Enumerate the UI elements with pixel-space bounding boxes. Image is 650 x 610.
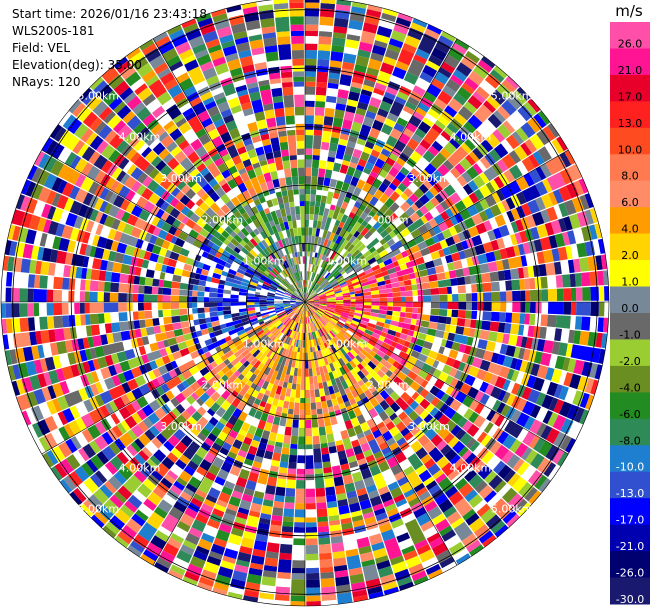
colorbar-tick-label: -21.0 [616, 540, 644, 553]
colorbar-tick-label: 6.0 [621, 196, 639, 209]
range-ring-label: 3.00km [160, 420, 202, 433]
range-ring-label: 1.00km [243, 255, 285, 268]
velocity-gates [2, 24, 610, 600]
colorbar-box [610, 445, 650, 473]
colorbar-tick-labels: 26.0 21.0 17.0 13.0 10.0 8.0 6.0 4.0 2.0 1.0 0.0 -1… [616, 38, 644, 607]
colorbar-tick-label: 10.0 [618, 143, 643, 156]
velocity-gates [6, 2, 598, 606]
range-ring-label: 5.00km [491, 89, 533, 102]
range-ring-label: 3.00km [408, 172, 450, 185]
range-ring-labels: 1.00km 1.00km 1.00km 1.00km 2.00km 2.00km 2.00… [78, 89, 533, 515]
azimuth-spoke [304, 149, 569, 303]
azimuth-spoke [304, 301, 569, 455]
colorbar-box [610, 74, 650, 102]
colorbar-tick-label: -2.0 [619, 355, 640, 368]
range-ring-label: 4.00km [450, 461, 492, 474]
colorbar-boxes [610, 22, 650, 605]
range-ring-label: 2.00km [367, 213, 409, 226]
colorbar-tick-label: -1.0 [619, 329, 640, 342]
colorbar-box [610, 127, 650, 155]
colorbar-tick-label: 13.0 [618, 117, 643, 130]
instrument-name: WLS200s-181 [12, 24, 95, 38]
range-ring-label: 5.00km [78, 89, 120, 102]
velocity-gates [1, 4, 589, 596]
range-ring-label: 1.00km [243, 337, 285, 350]
elevation: Elevation(deg): 35.00 [12, 58, 142, 72]
colorbar-box [610, 418, 650, 446]
colorbar-box [610, 48, 650, 76]
info-panel: Start time: 2026/01/16 23:43:18 WLS200s-… [12, 6, 207, 91]
colorbar-tick-label: 4.0 [621, 223, 639, 236]
colorbar-tick-label: 21.0 [618, 64, 643, 77]
colorbar-tick-label: 2.0 [621, 249, 639, 262]
colorbar-tick-label: -30.0 [616, 593, 644, 606]
colorbar-box [610, 180, 650, 208]
colorbar-tick-label: -4.0 [619, 381, 640, 394]
colorbar-tick-label: -26.0 [616, 567, 644, 580]
azimuth-spoke [152, 38, 306, 303]
colorbar-box [610, 392, 650, 420]
colorbar-box [610, 471, 650, 499]
range-ring-label: 2.00km [202, 213, 244, 226]
azimuth-spoke [152, 301, 306, 566]
velocity-wedges [1, 0, 610, 606]
azimuth-spokes [1, 0, 609, 606]
nrays: NRays: 120 [12, 75, 81, 89]
colorbar-box [610, 577, 650, 605]
range-ring-label: 4.00km [119, 131, 161, 144]
azimuth-spoke [304, 301, 458, 566]
field-name: Field: VEL [12, 41, 71, 55]
range-ring-label: 4.00km [450, 131, 492, 144]
colorbar-box [610, 233, 650, 261]
range-ring-label: 2.00km [202, 379, 244, 392]
colorbar-tick-label: -13.0 [616, 487, 644, 500]
colorbar-box [610, 551, 650, 579]
colorbar-box [610, 498, 650, 526]
range-ring-label: 3.00km [160, 172, 202, 185]
range-ring-label: 2.00km [367, 379, 409, 392]
range-ring-label: 3.00km [408, 420, 450, 433]
colorbar-box [610, 207, 650, 235]
range-ring-label: 5.00km [491, 503, 533, 516]
colorbar-box [610, 101, 650, 129]
colorbar-tick-label: -8.0 [619, 434, 640, 447]
colorbar-tick-label: 26.0 [618, 38, 643, 51]
velocity-gates [31, 3, 609, 582]
azimuth-spoke [41, 301, 306, 455]
colorbar-tick-label: -17.0 [616, 514, 644, 527]
colorbar-unit: m/s [615, 2, 643, 20]
colorbar-tick-label: 8.0 [621, 170, 639, 183]
colorbar-tick-label: -10.0 [616, 461, 644, 474]
range-ring-label: 5.00km [78, 503, 120, 516]
colorbar-box [610, 524, 650, 552]
velocity-gates [5, 8, 606, 590]
colorbar-tick-label: 1.0 [621, 276, 639, 289]
colorbar-box [610, 22, 650, 49]
colorbar-box [610, 286, 650, 314]
azimuth-spoke [304, 38, 458, 303]
range-ring-label: 1.00km [326, 255, 368, 268]
range-ring-label: 1.00km [326, 337, 368, 350]
range-ring-label: 4.00km [119, 461, 161, 474]
colorbar-box [610, 313, 650, 340]
colorbar-tick-label: 17.0 [618, 90, 643, 103]
start-time: Start time: 2026/01/16 23:43:18 [12, 7, 207, 21]
colorbar-box [610, 260, 650, 288]
azimuth-spoke [41, 149, 306, 303]
colorbar-tick-label: -6.0 [619, 408, 640, 421]
colorbar-box [610, 339, 650, 367]
colorbar-box [610, 365, 650, 393]
colorbar-box [610, 154, 650, 182]
colorbar-tick-label: 0.0 [621, 302, 639, 315]
